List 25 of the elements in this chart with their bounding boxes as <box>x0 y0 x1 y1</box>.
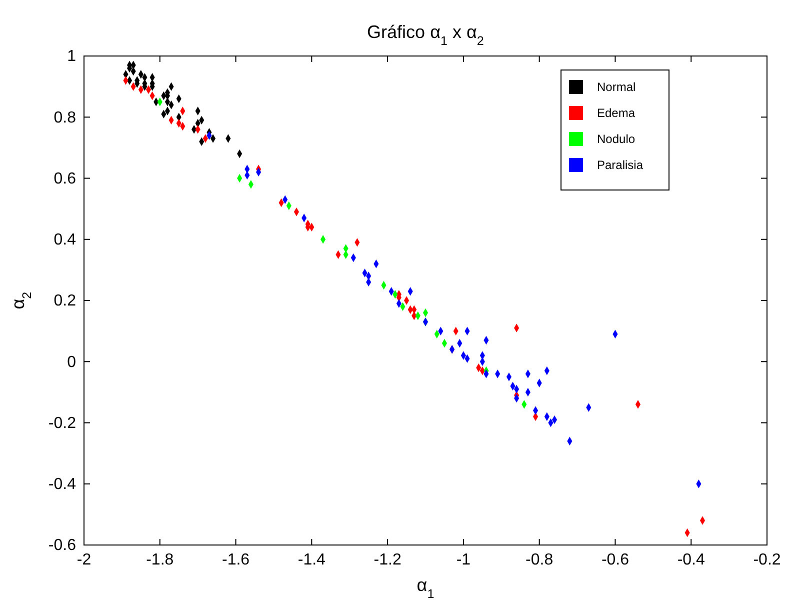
x-tick-label: -2 <box>76 551 92 568</box>
legend-label: Nodulo <box>597 132 636 146</box>
y-tick-label: 0.2 <box>54 292 76 310</box>
y-tick-label: 0.8 <box>54 109 76 126</box>
x-tick-label: -0.2 <box>753 551 781 568</box>
x-tick-label: -1.4 <box>298 551 326 568</box>
y-tick-label: 0 <box>67 354 76 371</box>
x-tick-label: -0.4 <box>677 551 705 568</box>
y-tick-label: 0.6 <box>54 170 76 188</box>
y-tick-label: -0.2 <box>48 414 76 432</box>
legend-label: Edema <box>597 106 636 120</box>
y-tick-label: 0.4 <box>54 231 76 248</box>
legend-label: Normal <box>597 80 636 94</box>
y-tick-label: -0.6 <box>48 537 76 554</box>
x-tick-label: -1.8 <box>146 551 174 568</box>
y-tick-label: -0.4 <box>48 476 76 493</box>
x-tick-label: -1 <box>456 551 471 568</box>
x-tick-label: -0.6 <box>601 551 630 568</box>
x-tick-label: -0.8 <box>526 551 554 568</box>
chart-title: Gráfico α$_{1}$ x α$_{2}$ <box>367 22 484 48</box>
legend-label: Paralisia <box>597 158 644 172</box>
x-tick-label: -1.2 <box>374 551 402 568</box>
y-tick-label: 1 <box>67 48 76 66</box>
x-axis-title: α$_{1}$ <box>416 575 434 601</box>
x-tick-label: -1.6 <box>222 551 250 568</box>
